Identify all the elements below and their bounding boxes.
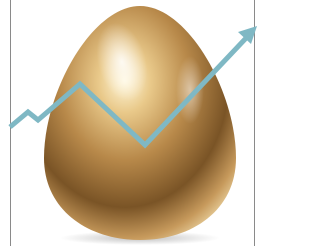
image: [0, 0, 257, 246]
illustration: [0, 0, 257, 246]
